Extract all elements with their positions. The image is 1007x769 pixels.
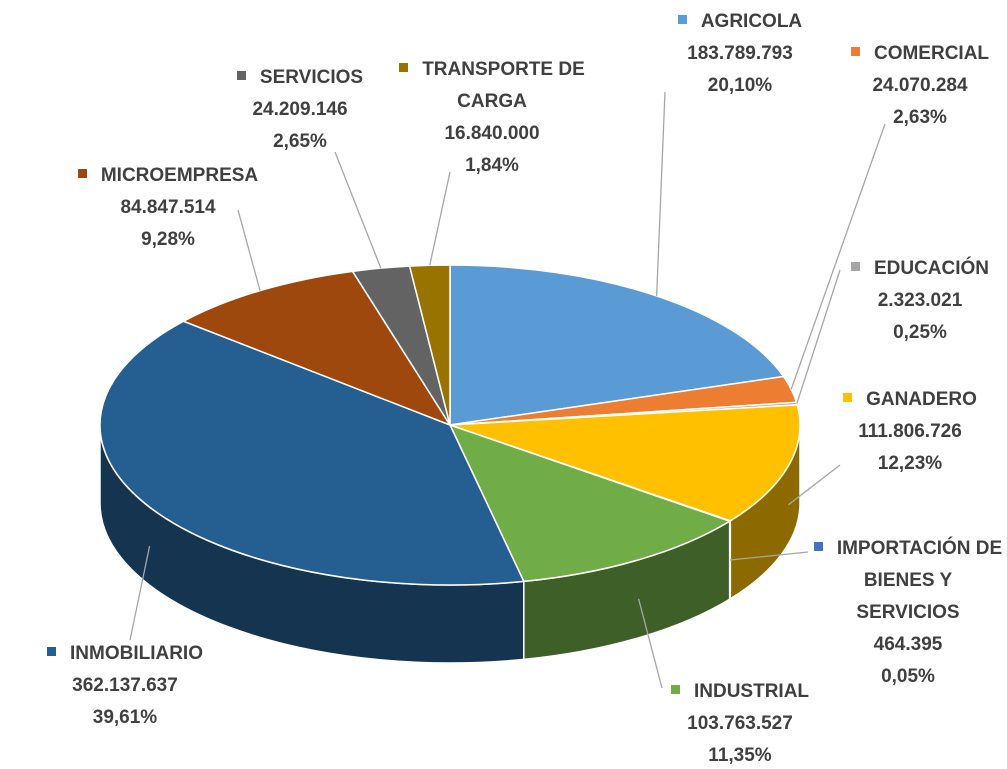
leader-line — [729, 551, 809, 561]
category-label: SERVICIOS — [259, 67, 364, 88]
category-label: INMOBILIARIO — [70, 643, 203, 664]
slice — [181, 270, 452, 427]
legend-marker — [677, 15, 687, 25]
category-label: EDUCACIÓN — [873, 258, 990, 279]
category-label: MICROEMPRESA — [100, 165, 259, 186]
category-label: AGRICOLA — [700, 11, 803, 32]
percentage-label: 2,65% — [273, 131, 327, 152]
percentage-label: 11,35% — [708, 745, 772, 766]
value-label: 2.323.021 — [877, 290, 963, 311]
slice — [99, 320, 525, 586]
percentage-label: 0,25% — [893, 322, 947, 343]
percentage-label: 2,63% — [893, 107, 947, 128]
value-label: 183.789.793 — [687, 43, 793, 64]
leader-line — [788, 464, 841, 506]
value-label: 464.395 — [873, 634, 943, 655]
leader-line — [790, 123, 886, 390]
data-label: INDUSTRIAL 103.763.527 11,35% — [640, 676, 840, 769]
leader-line — [429, 171, 451, 266]
data-label: AGRICOLA 183.789.793 20,10% — [640, 6, 840, 102]
data-label: IMPORTACIÓN DE BIENES Y SERVICIOS 464.395… — [813, 533, 1003, 693]
data-label: TRANSPORTE DE CARGA 16.840.000 1,84% — [372, 54, 612, 182]
percentage-label: 0,05% — [881, 666, 935, 687]
slice — [449, 264, 785, 426]
category-label: INDUSTRIAL — [693, 681, 810, 702]
legend-marker — [850, 47, 860, 57]
category-label: COMERCIAL — [873, 43, 990, 64]
data-label: MICROEMPRESA 84.847.514 9,28% — [48, 160, 288, 256]
leader-line — [796, 269, 841, 404]
category-label: IMPORTACIÓN DE BIENES Y SERVICIOS — [836, 538, 1003, 623]
slice — [449, 404, 801, 522]
legend-marker — [850, 262, 860, 272]
legend-marker — [77, 169, 87, 179]
percentage-label: 9,28% — [141, 229, 195, 250]
percentage-label: 12,23% — [877, 453, 943, 474]
value-label: 362.137.637 — [72, 675, 178, 696]
data-label: SERVICIOS 24.209.146 2,65% — [200, 62, 400, 158]
legend-marker — [813, 542, 823, 552]
value-label: 24.070.284 — [872, 75, 968, 96]
percentage-label: 20,10% — [707, 75, 773, 96]
value-label: 84.847.514 — [120, 197, 216, 218]
slice — [448, 423, 732, 583]
leader-line — [637, 598, 663, 689]
data-label: GANADERO 111.806.726 12,23% — [810, 384, 1007, 480]
legend-marker — [399, 63, 409, 73]
leader-line — [129, 545, 151, 641]
category-label: TRANSPORTE DE CARGA — [422, 59, 585, 112]
data-label: COMERCIAL 24.070.284 2,63% — [820, 38, 1007, 134]
value-label: 103.763.527 — [687, 713, 793, 734]
data-label: EDUCACIÓN 2.323.021 0,25% — [830, 253, 1007, 349]
leader-line — [237, 209, 261, 291]
value-label: 16.840.000 — [444, 123, 540, 144]
percentage-label: 1,84% — [465, 155, 519, 176]
value-label: 24.209.146 — [252, 99, 348, 120]
value-label: 111.806.726 — [858, 421, 962, 442]
leader-line — [655, 91, 666, 296]
leader-line — [334, 151, 382, 269]
percentage-label: 39,61% — [92, 707, 158, 728]
data-label: INMOBILIARIO 362.137.637 39,61% — [5, 638, 245, 734]
legend-marker — [47, 647, 56, 657]
category-label: GANADERO — [866, 389, 977, 410]
legend-marker — [236, 71, 246, 81]
legend-marker — [670, 685, 680, 695]
legend-marker — [843, 393, 853, 403]
